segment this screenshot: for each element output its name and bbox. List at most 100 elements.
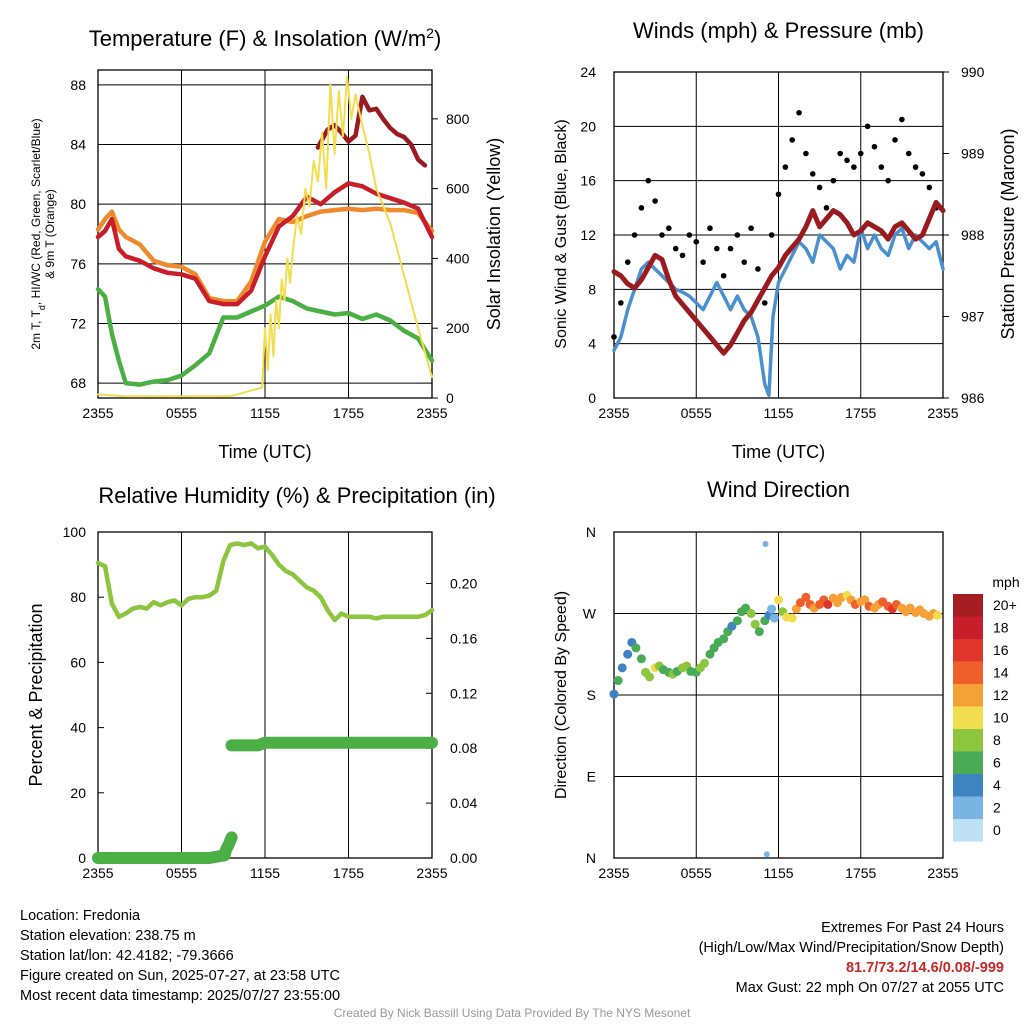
gust-point [892, 137, 898, 143]
y-tick-label: S [587, 687, 596, 703]
recent-data-text: Most recent data timestamp: 2025/07/27 2… [20, 988, 341, 1004]
direction-point [801, 592, 811, 602]
y-tick-label: 88 [70, 77, 86, 93]
gust-point [782, 164, 789, 170]
gust-point [851, 164, 857, 170]
y-tick-label: N [586, 850, 596, 866]
gust-point [803, 150, 809, 157]
y-tick-label: 100 [63, 524, 87, 540]
y-axis-label: Direction (Colored By Speed) [553, 591, 570, 799]
gust-point [611, 334, 617, 340]
direction-point [636, 654, 646, 664]
extremes-title: Extremes For Past 24 Hours [821, 920, 1004, 936]
gust-point [919, 171, 926, 177]
y-tick-label: 84 [70, 137, 86, 153]
y2-tick-label: 989 [961, 146, 985, 162]
gust-point [714, 245, 720, 252]
winds-panel: 2355 0555 1155 1755 235504812162024986987988… [553, 18, 1018, 462]
y2-tick-label: 0 [446, 390, 454, 406]
gust-point [823, 205, 830, 211]
gust-point [618, 300, 624, 306]
humidity-panel: 2355 0555 1155 1755 23550204060801000.000.04… [26, 483, 496, 881]
y2-tick-label: 986 [961, 390, 985, 406]
y-tick-label: 20 [580, 118, 596, 134]
x-tick-label: 2355 [416, 865, 447, 881]
direction-point [795, 598, 805, 608]
direction-point [699, 658, 709, 668]
colorbar-label: 8 [993, 732, 1001, 748]
y-tick-label: N [586, 524, 596, 540]
y-axis-label: Sonic Wind & Gust (Blue, Black) [553, 119, 570, 348]
gust-point [652, 198, 658, 204]
direction-point [645, 672, 655, 682]
colorbar-label: 16 [993, 642, 1009, 658]
x-tick-label: 1155 [763, 865, 793, 881]
extremes-info: Extremes For Past 24 Hours (High/Low/Max… [699, 918, 1004, 998]
y2-tick-label: 0.04 [450, 795, 477, 811]
y2-axis-label: Solar Insolation (Yellow) [484, 138, 504, 330]
x-tick-label: 0555 [681, 865, 712, 881]
y2-tick-label: 990 [961, 64, 985, 80]
gust-point [761, 300, 768, 306]
y2-axis-label: Station Pressure (Maroon) [998, 128, 1018, 339]
gust-point [844, 157, 850, 164]
chart-title: Winds (mph) & Pressure (mb) [633, 18, 924, 43]
x-tick-label: 2355 [927, 865, 958, 881]
colorbar-swatch [953, 751, 983, 774]
y-tick-label: W [583, 606, 597, 622]
colorbar-title: mph [992, 574, 1019, 590]
direction-point [732, 616, 742, 626]
humidity-line [95, 541, 435, 623]
direction-point [746, 609, 756, 618]
gust-point [905, 150, 912, 157]
direction-point [787, 613, 797, 623]
gust-point [775, 191, 782, 198]
x-tick-label: 2355 [82, 405, 113, 421]
gust-point [755, 266, 761, 272]
x-tick-label: 1755 [845, 405, 876, 421]
direction-point [631, 643, 641, 653]
colorbar-swatch [953, 661, 983, 684]
direction-point [741, 603, 751, 613]
gust-point [878, 164, 885, 170]
y2-tick-label: 988 [961, 227, 985, 243]
colorbar-label: 0 [993, 822, 1001, 838]
y2-tick-label: 0.12 [450, 685, 477, 701]
temperature-series-line [95, 206, 435, 304]
gust-point [727, 245, 734, 252]
colorbar-swatch [953, 796, 983, 819]
y2-tick-label: 0.20 [450, 575, 477, 591]
y2-tick-label: 0.16 [450, 630, 477, 646]
direction-outlier-point [762, 541, 769, 547]
gust-point [679, 252, 686, 259]
y-axis-label: 2m T, Td, HI/WC (Red, Green, Scarlet/Blu… [29, 118, 47, 349]
y-tick-label: 60 [70, 654, 86, 670]
direction-point [719, 634, 729, 644]
x-tick-label: 1155 [250, 405, 280, 421]
location-text: Location: Fredonia [20, 908, 141, 924]
y2-tick-label: 200 [446, 320, 470, 336]
direction-point [767, 604, 777, 614]
colorbar-swatch [953, 774, 983, 797]
colorbar-label: 12 [993, 687, 1009, 703]
colorbar-swatch [953, 594, 983, 617]
direction-point [623, 649, 633, 659]
temperature-series-line [95, 286, 435, 387]
temperature-series-line [95, 181, 435, 307]
direction-point [609, 689, 619, 699]
colorbar-label: 2 [993, 800, 1001, 816]
y2-tick-label: 0.08 [450, 740, 477, 756]
station-info: Location: Fredonia Station elevation: 23… [20, 906, 340, 1006]
x-tick-label: 0555 [681, 405, 712, 421]
gust-point [638, 205, 645, 211]
direction-point [617, 663, 627, 673]
gust-point [631, 232, 638, 238]
y2-tick-label: 0.00 [450, 850, 477, 866]
temperature-panel: 2355 0555 1155 1755 2355 68 72 76 80 84 88 0 200 400 6… [29, 25, 504, 462]
colorbar-label: 14 [993, 665, 1009, 681]
colorbar-swatch [953, 706, 983, 729]
latlon-text: Station lat/lon: 42.4182; -79.3666 [20, 948, 234, 964]
temperature-series-line [97, 76, 433, 398]
y-tick-label: 76 [70, 256, 86, 272]
